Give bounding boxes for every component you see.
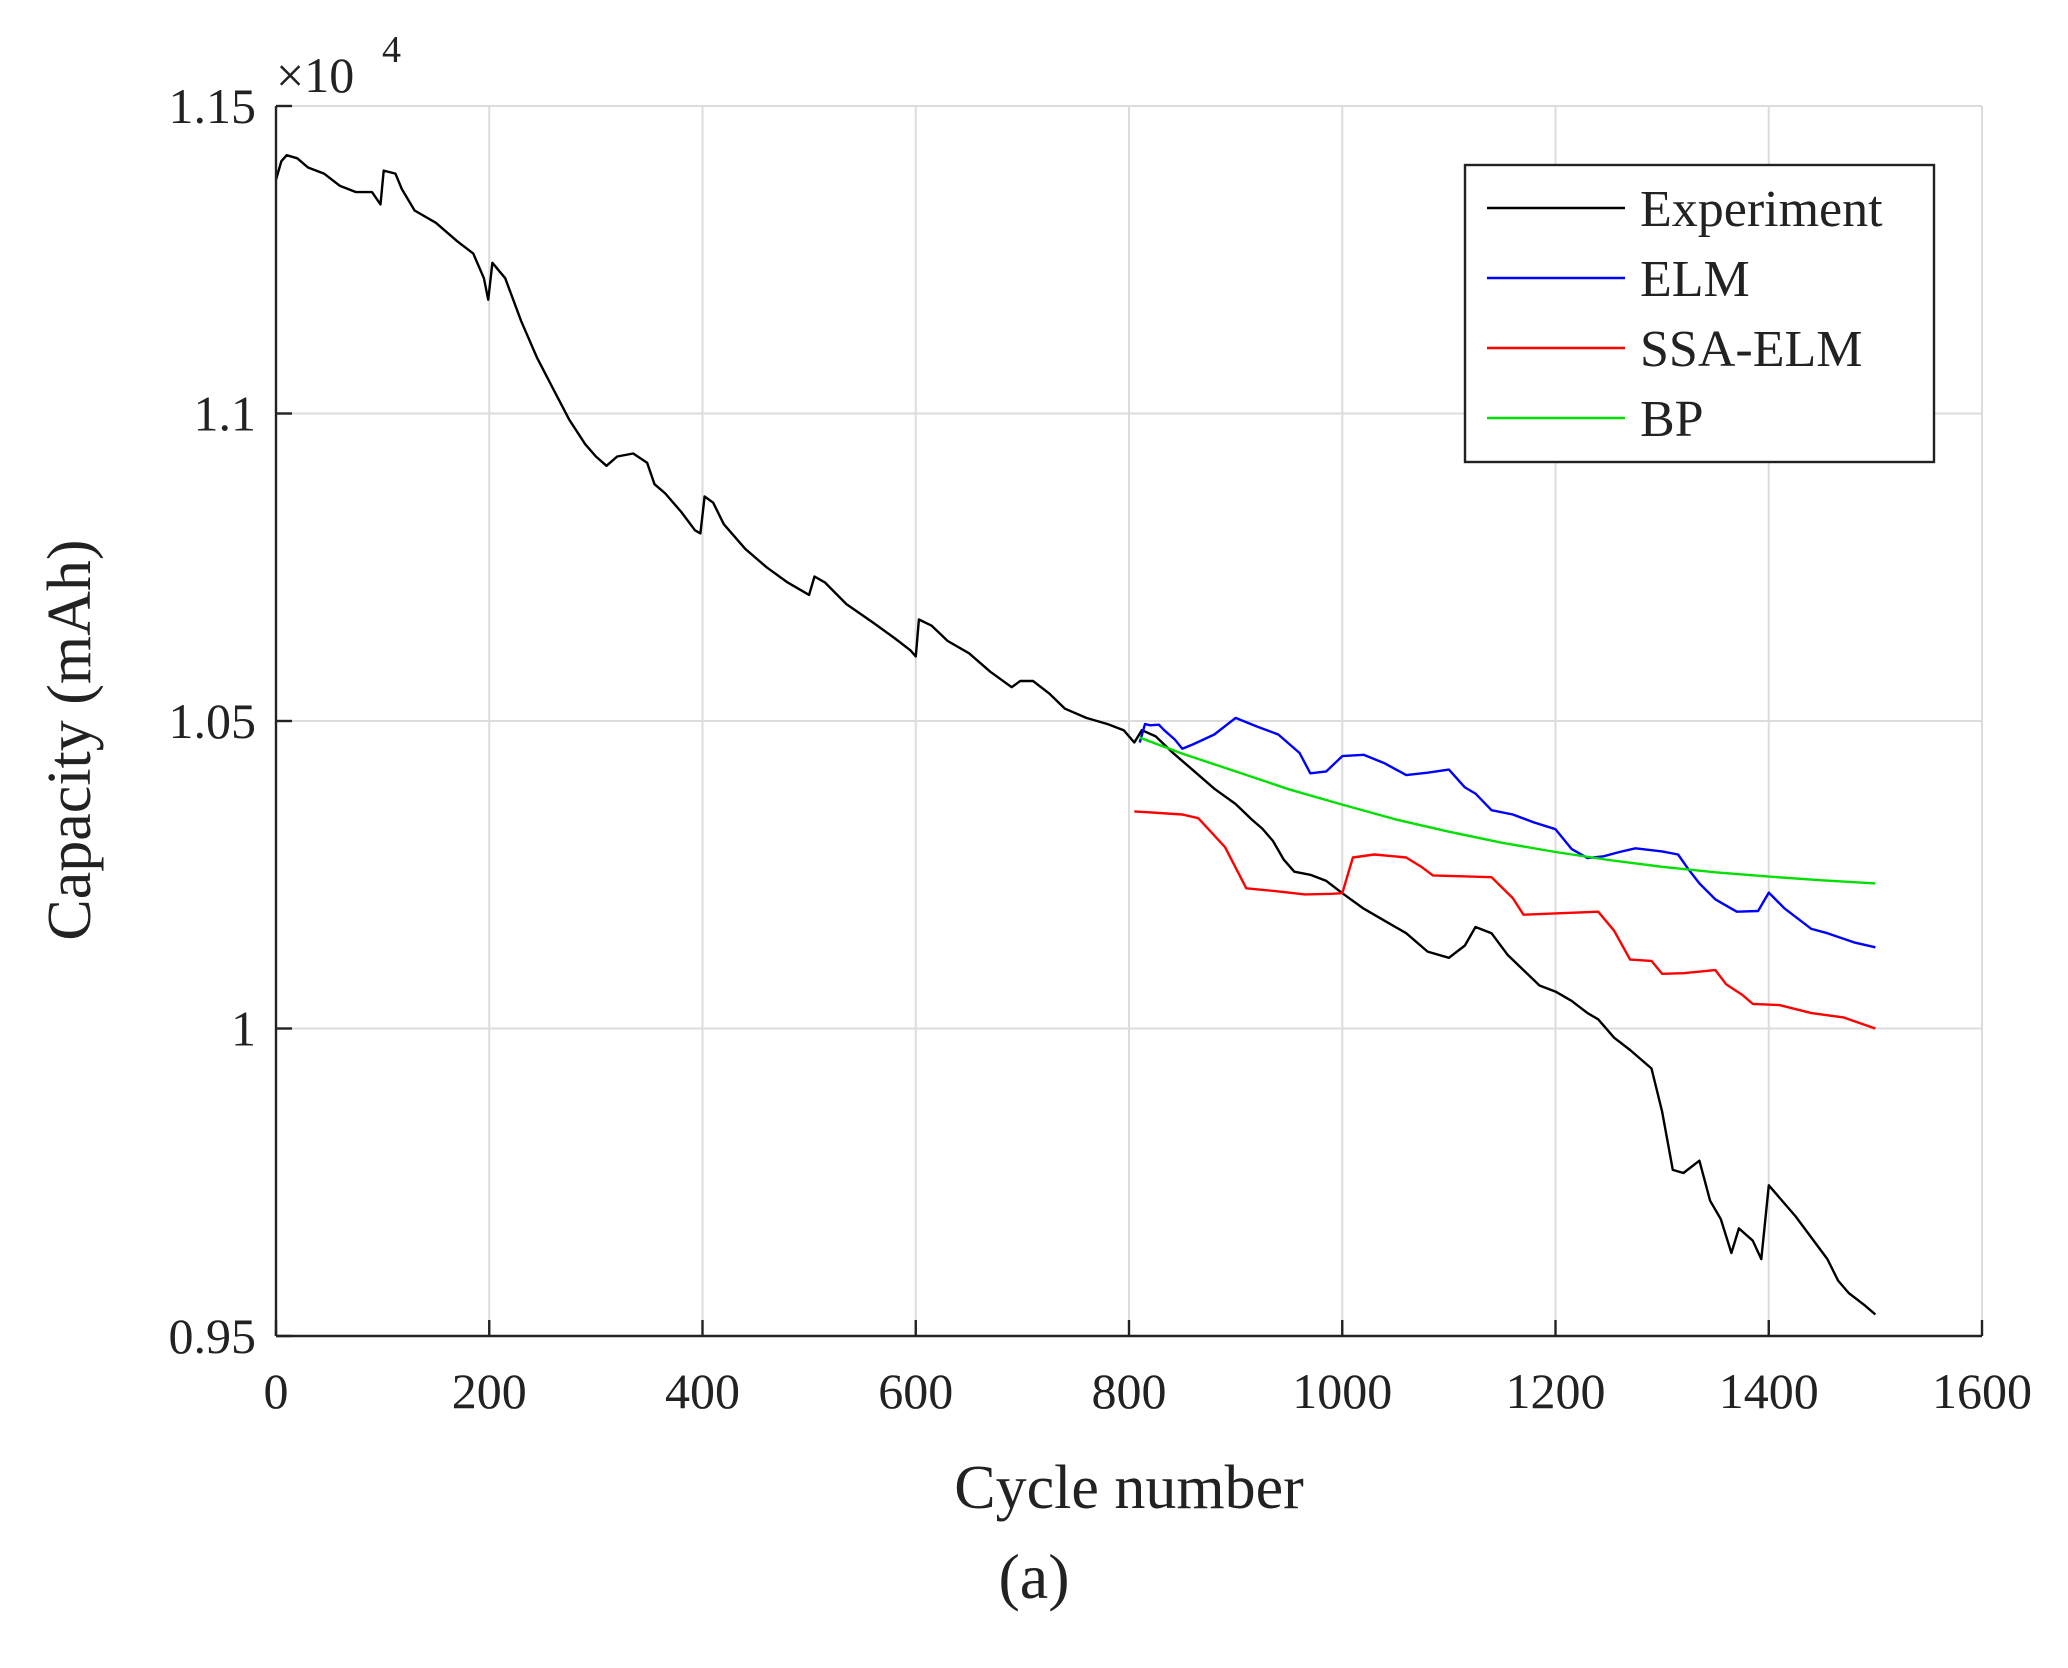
x-tick-label: 1200	[1506, 1363, 1606, 1419]
legend-label-experiment: Experiment	[1640, 181, 1883, 238]
legend-label-bp: BP	[1640, 391, 1704, 448]
x-tick-labels: 0 200 400 600 800 1000 1200 1400 1600	[264, 1363, 2033, 1419]
x-tick-label: 400	[665, 1363, 740, 1419]
legend-label-ssa-elm: SSA-ELM	[1640, 321, 1862, 378]
y-exponent-power: 4	[382, 29, 401, 71]
y-tick-label: 0.95	[169, 1308, 257, 1364]
y-tick-label: 1.1	[194, 386, 257, 442]
x-axis-label: Cycle number	[954, 1454, 1304, 1522]
y-tick-label: 1	[231, 1001, 256, 1057]
legend-label-elm: ELM	[1640, 251, 1750, 308]
y-axis-label: Capacity (mAh)	[36, 539, 104, 940]
y-exponent-base: ×10	[276, 47, 354, 103]
legend-box	[1463, 163, 1936, 464]
x-tick-label: 1400	[1719, 1363, 1819, 1419]
y-tick-labels: 0.95 1 1.05 1.1 1.15	[169, 78, 257, 1364]
y-tick-label: 1.15	[169, 78, 257, 134]
y-tick-label: 1.05	[169, 693, 257, 749]
legend: Experiment ELM SSA-ELM BP	[1463, 163, 1936, 464]
series-line-ssa-elm	[1134, 810, 1876, 1030]
series-line-elm	[1138, 716, 1876, 949]
series-line-experiment	[274, 154, 1877, 1316]
axes	[274, 104, 1984, 1338]
series-line-bp	[1139, 736, 1876, 885]
x-tick-label: 800	[1092, 1363, 1167, 1419]
x-tick-label: 1000	[1292, 1363, 1392, 1419]
x-tick-label: 600	[878, 1363, 953, 1419]
x-tick-label: 1600	[1932, 1363, 2032, 1419]
x-tick-label: 0	[264, 1363, 289, 1419]
figure-caption: (a)	[998, 1541, 1069, 1612]
data-series	[274, 154, 1877, 1316]
x-tick-label: 200	[452, 1363, 527, 1419]
